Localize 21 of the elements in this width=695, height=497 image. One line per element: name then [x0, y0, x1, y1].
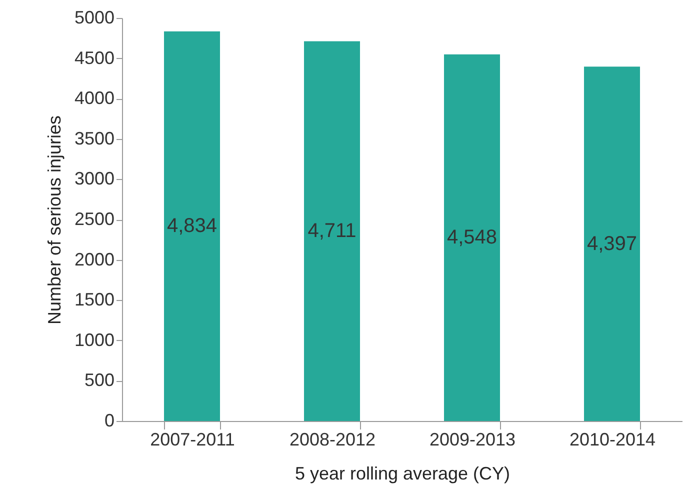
y-tick-label: 4500: [74, 48, 114, 68]
y-tick-label: 4000: [74, 88, 114, 108]
y-tick-label: 500: [84, 370, 114, 390]
data-label: 4,834: [166, 215, 218, 238]
y-tick-label: 1000: [74, 330, 114, 350]
y-tick-label: 3000: [74, 168, 114, 189]
y-axis-title: Number of serious injuries: [44, 115, 64, 325]
x-tick-label: 2007-2011: [150, 430, 235, 450]
data-label: 4,397: [586, 232, 638, 255]
y-tick-label: 5000: [74, 8, 114, 28]
y-tick-label: 0: [104, 410, 114, 430]
x-tick-label: 2008-2012: [289, 430, 376, 450]
x-tick-label: 2010-2014: [569, 430, 656, 450]
y-tick-label: 2500: [74, 209, 114, 229]
y-tick-label: 1500: [74, 290, 114, 310]
y-tick-label: 3500: [74, 128, 114, 148]
x-axis-title: 5 year rolling average (CY): [294, 464, 510, 484]
data-label: 4,548: [446, 226, 498, 249]
y-tick-label: 2000: [74, 249, 114, 270]
x-tick-label: 2009-2013: [429, 430, 516, 450]
data-label: 4,711: [308, 220, 356, 242]
